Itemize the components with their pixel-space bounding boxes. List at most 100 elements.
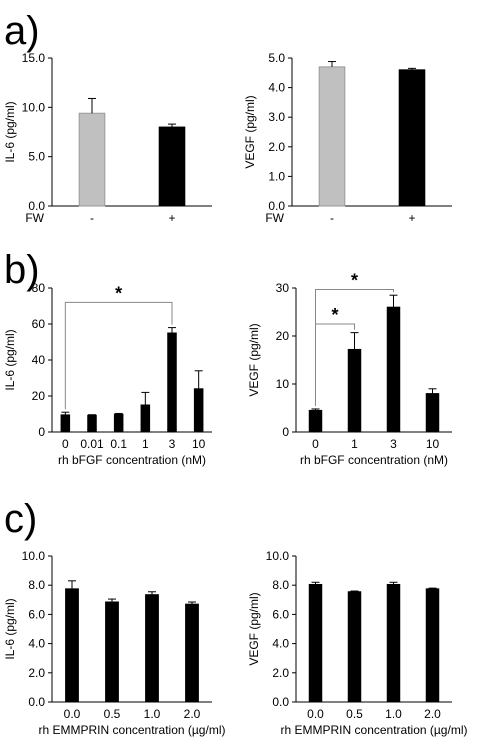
y-tick-label: 20 (32, 389, 46, 403)
bar (65, 588, 79, 703)
y-tick-label: 4.0 (272, 637, 289, 651)
bar (167, 332, 177, 433)
significance-star: * (115, 283, 122, 303)
bar (87, 414, 97, 433)
y-tick-label: 6.0 (28, 607, 45, 621)
bar (308, 583, 323, 703)
y-tick-label: 40 (32, 353, 46, 367)
y-axis-title: IL-6 (pg/ml) (3, 598, 17, 659)
bar (193, 388, 204, 433)
x-tick-label: - (90, 211, 94, 225)
chart-4: 0 10 20 30 VEGF (pg/ml) 0 1 3 10 rh bFGF concentr… (247, 270, 452, 467)
x-tick-label: 10 (192, 437, 206, 451)
x-tick-label: 0.0 (64, 707, 81, 721)
y-tick-label: 5.0 (28, 150, 45, 164)
y-tick-label: 4.0 (28, 637, 45, 651)
x-tick-label: 1 (351, 437, 358, 451)
bar (347, 591, 362, 703)
x-tick-label: 0.0 (307, 707, 324, 721)
y-tick-label: 2.0 (272, 666, 289, 680)
bar (398, 69, 426, 207)
y-tick-label: 2.0 (28, 666, 45, 680)
y-tick-label: 1.0 (268, 169, 285, 183)
y-tick-label: 30 (276, 281, 290, 295)
x-axis-name: FW (265, 211, 284, 225)
y-tick-label: 0.0 (28, 199, 45, 213)
y-tick-label: 0 (38, 425, 45, 439)
y-tick-label: 60 (32, 317, 46, 331)
y-tick-label: 0.0 (28, 695, 45, 709)
x-tick-label: 3 (169, 437, 176, 451)
x-tick-label: 1.0 (385, 707, 402, 721)
x-tick-label: 0 (312, 437, 319, 451)
y-tick-label: 0.0 (272, 695, 289, 709)
x-tick-label: 0.01 (80, 437, 104, 451)
y-tick-label: 4.0 (268, 81, 285, 95)
bar (425, 588, 440, 703)
y-tick-label: 3.0 (268, 110, 285, 124)
y-tick-label: 80 (32, 281, 46, 295)
chart-1: 0.0 5.0 10.0 15.0 IL-6 (pg/ml) - + FW (3, 51, 212, 225)
bar (425, 393, 440, 433)
x-axis-title: rh EMMPRIN concentration (µg/ml) (39, 723, 226, 737)
bar (308, 409, 323, 433)
chart-6: 0.0 2.0 4.0 6.0 8.0 10.0 VEGF (pg/ml) 0.0 0.5 1.0… (247, 549, 467, 737)
x-tick-label: 2.0 (424, 707, 441, 721)
x-tick-label: 10 (426, 437, 440, 451)
y-tick-label: 0 (282, 425, 289, 439)
x-axis-title: rh bFGF concentration (nM) (300, 453, 448, 467)
bar (347, 348, 362, 433)
x-tick-label: 1.0 (144, 707, 161, 721)
y-axis-title: VEGF (pg/ml) (247, 323, 261, 396)
chart-2: 0.0 1.0 2.0 3.0 4.0 5.0 VEGF (pg/ml) - + FW (243, 51, 452, 225)
x-axis-title: rh EMMPRIN concentration (µg/ml) (281, 723, 468, 737)
significance-star: * (351, 270, 358, 290)
y-tick-label: 20 (276, 329, 290, 343)
y-tick-label: 0.0 (268, 199, 285, 213)
y-axis-title: VEGF (pg/ml) (243, 95, 257, 168)
bar (318, 66, 346, 207)
y-tick-label: 2.0 (268, 140, 285, 154)
y-tick-label: 15.0 (22, 51, 46, 65)
panel-letter-a: a) (4, 9, 40, 53)
y-axis-title: IL-6 (pg/ml) (3, 101, 17, 162)
significance-bracket (315, 288, 394, 406)
chart-5: 0.0 2.0 4.0 6.0 8.0 10.0 IL-6 (pg/ml) 0.0 0.5 1.0… (3, 549, 225, 737)
panel-letter-c: c) (4, 497, 37, 541)
y-tick-label: 8.0 (272, 578, 289, 592)
x-axis-name: FW (25, 211, 44, 225)
y-tick-label: 10.0 (266, 549, 290, 563)
bar (140, 404, 151, 433)
bar (60, 414, 71, 433)
y-tick-label: 10 (276, 377, 290, 391)
significance-bracket (64, 301, 173, 410)
bar (386, 306, 401, 433)
y-tick-label: 10.0 (22, 549, 46, 563)
significance-star: * (331, 305, 338, 325)
bar (78, 112, 106, 207)
x-tick-label: 1 (142, 437, 149, 451)
bar (105, 601, 119, 703)
x-tick-label: 0 (62, 437, 69, 451)
bar (113, 413, 124, 433)
y-tick-label: 8.0 (28, 578, 45, 592)
y-tick-label: 10.0 (22, 100, 46, 114)
y-axis-title: VEGF (pg/ml) (247, 592, 261, 665)
x-tick-label: 0.5 (104, 707, 121, 721)
chart-3: 0 20 40 60 80 IL-6 (pg/ml) 0 0.01 0.1 1 3 10 rh bFGF… (3, 281, 212, 467)
charts: 0.05.010.015.0IL-6 (pg/ml)- +FW0.01.02.03… (3, 51, 467, 737)
x-axis-title: rh bFGF concentration (nM) (58, 453, 206, 467)
panel-letter-b: b) (4, 248, 40, 292)
bar (386, 583, 401, 703)
x-tick-label: - (330, 211, 334, 225)
bar (185, 603, 199, 703)
bar (145, 594, 159, 703)
y-axis-title: IL-6 (pg/ml) (3, 329, 17, 390)
x-tick-label: 0.5 (346, 707, 363, 721)
x-tick-label: + (408, 211, 415, 225)
x-tick-label: 2.0 (184, 707, 201, 721)
x-tick-label: + (168, 211, 175, 225)
x-tick-label: 0.1 (110, 437, 127, 451)
y-tick-label: 6.0 (272, 607, 289, 621)
